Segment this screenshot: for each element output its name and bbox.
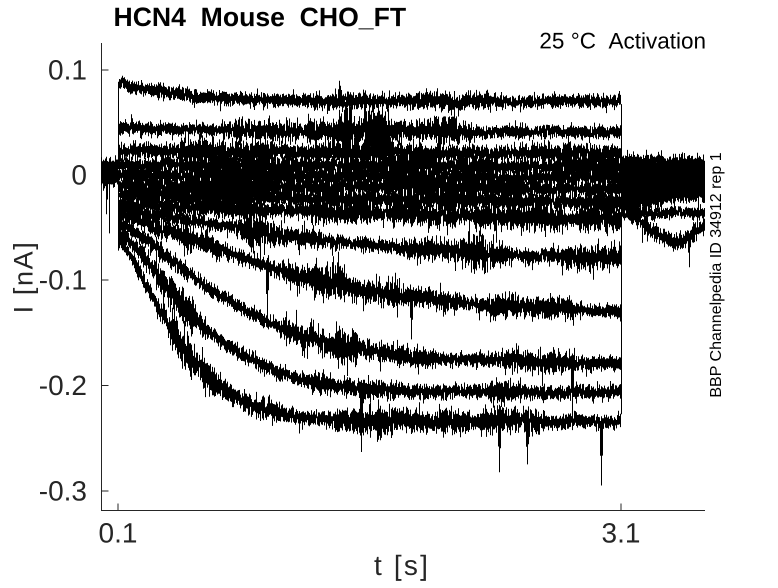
svg-text:0.1: 0.1 — [48, 54, 87, 85]
svg-text:0: 0 — [71, 159, 87, 190]
svg-text:3.1: 3.1 — [602, 517, 641, 548]
svg-text:25 °C Activation: 25 °C Activation — [539, 28, 706, 53]
svg-text:0.1: 0.1 — [99, 517, 138, 548]
svg-text:-0.1: -0.1 — [39, 264, 87, 295]
svg-text:-0.2: -0.2 — [39, 370, 87, 401]
svg-text:BBP Channelpedia ID 34912 rep: BBP Channelpedia ID 34912 rep 1 — [708, 152, 725, 397]
svg-text:-0.3: -0.3 — [39, 475, 87, 506]
svg-text:t [s]: t [s] — [374, 550, 430, 581]
svg-text:I [nA]: I [nA] — [9, 241, 39, 314]
svg-text:HCN4 Mouse CHO_FT: HCN4 Mouse CHO_FT — [113, 2, 406, 32]
